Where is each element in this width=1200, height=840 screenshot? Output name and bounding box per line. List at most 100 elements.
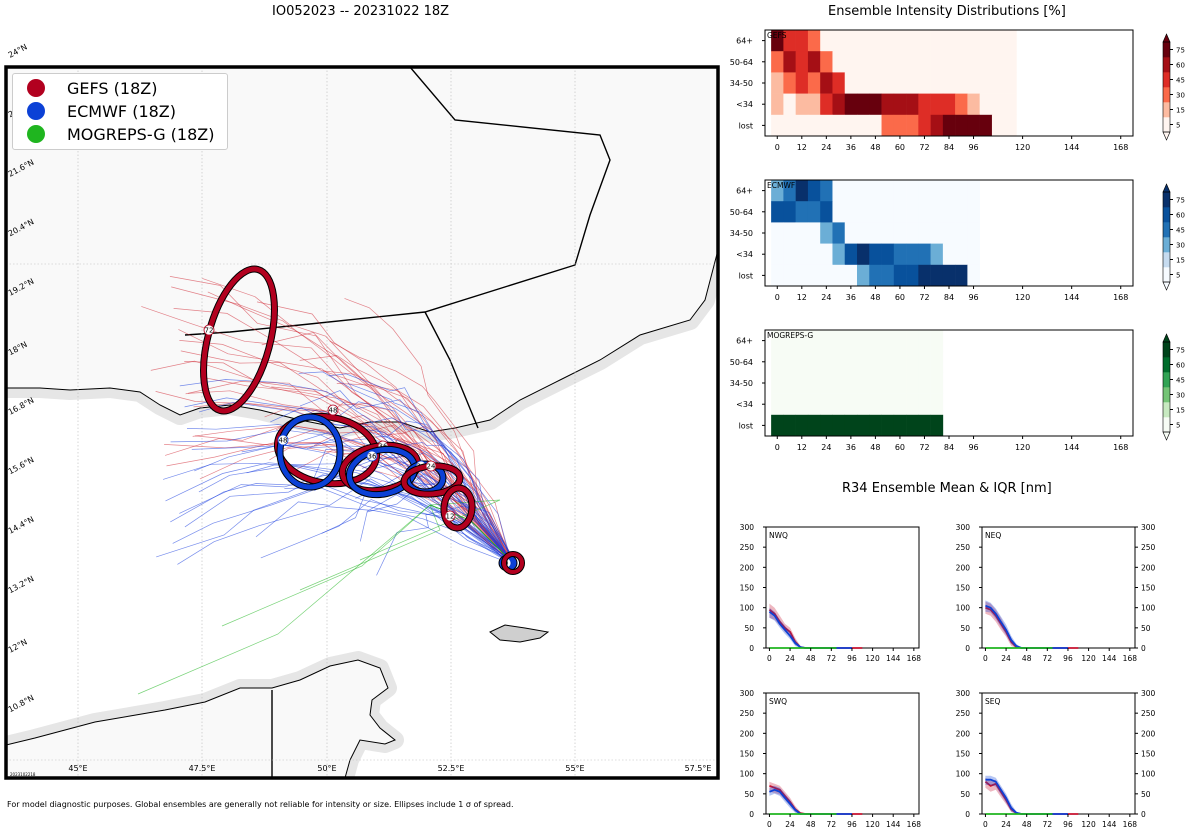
r34-y-label: 50 [1141,624,1151,633]
heatmap-cell [906,180,919,202]
heatmap-cell [832,72,846,94]
ellipse-ring [441,485,475,531]
heatmap-cell [795,222,809,244]
heatmap-cell [795,264,809,287]
heatmap-cell [930,414,944,437]
heatmap-cell [857,393,870,416]
r34-y-label-left: 200 [956,729,971,738]
ecmwf-member-track [165,462,512,566]
r34-x-label: 0 [767,820,772,829]
colorbar-frame [1162,41,1171,133]
heatmap-cell [832,201,846,223]
heatmap-cell [906,351,919,373]
heatmap-cell [795,72,809,94]
r34-quadrant-label: SWQ [769,697,787,706]
heatmap-cell [857,51,870,73]
r34-panel-nwq: NWQ 0 24 48 72 96 120 144 168 0 50 100 150 200 250 300 [740,523,922,663]
colorbar-segment [1163,267,1170,283]
heatmap-cell [906,243,919,266]
heatmap-cell [771,393,784,416]
colorbar-label: 5 [1176,422,1180,430]
footnote: For model diagnostic purposes. Global en… [7,800,514,809]
heatmap-cell [832,414,846,437]
heatmap-x-label: 36 [846,293,856,302]
heatmap-cell [783,201,796,223]
colorbar-max-arrow [1162,33,1171,43]
gefs-member-track [179,340,515,560]
heatmap-cell [795,30,809,52]
heatmap-cell [918,243,931,266]
heatmap-x-label: 168 [1113,143,1128,152]
colorbar-min-arrow [1162,131,1171,141]
heatmap-cell [807,201,821,223]
heatmap-x-label: 144 [1064,293,1079,302]
heatmap-cell [930,93,944,116]
heatmap-row-label: 50-64 [730,58,753,67]
r34-x-label: 48 [806,654,816,663]
heatmap-cell [869,414,882,437]
heatmap-cell [807,264,821,287]
heatmap-cell [1004,72,1017,94]
legend-label: ECMWF (18Z) [67,101,176,121]
heatmap-cell [942,222,956,244]
heatmap-x-label: 12 [797,293,807,302]
r34-x-label: 24 [1001,654,1011,663]
heatmap-cell [783,330,796,352]
ellipse-gefs [338,441,422,495]
heatmap-cell [857,180,870,202]
ellipse-ecmwf [276,413,344,491]
heatmap-row-label: 34-50 [730,229,753,238]
heatmap-cell [930,114,944,137]
heatmap-cell [906,51,919,73]
heatmap-x-label: 24 [821,293,831,302]
r34-x-label: 96 [847,820,857,829]
colorbar-label: 15 [1176,257,1185,265]
heatmap-cell [942,72,956,94]
heatmap-cell [832,51,846,73]
legend-entry: ECMWF (18Z) [27,101,176,121]
colorbar-frame [1162,191,1171,283]
heatmap-gefs: GEFS 64+ 50-64 34-50 <34 lost 0 12 24 36 48 60 72 84 9… [730,29,1185,152]
heatmap-cell [869,72,882,94]
heatmap-cell [844,30,858,52]
heatmap-row-label: lost [739,121,753,130]
heatmap-cell [857,72,870,94]
ellipse-hour-label: 36 [366,450,378,462]
heatmap-cell [979,72,993,94]
heatmap-cell [881,414,895,437]
r34-y-label-left: 150 [956,750,971,759]
heatmap-cell [795,114,809,137]
heatmap-cell [844,243,858,266]
heatmap-cell [857,222,870,244]
r34-title: R34 Ensemble Mean & IQR [nm] [842,481,1052,496]
heatmap-cell [771,180,784,202]
heatmap-cell [967,264,980,287]
heatmap-cell [930,393,944,416]
heatmap-cell [991,30,1005,52]
r34-x-label: 144 [886,654,901,663]
heatmap-cell [955,180,968,202]
ellipse-hour-text: 72 [205,327,214,335]
heatmap-cell [1004,114,1017,137]
heatmap-x-label: 120 [1015,143,1030,152]
heatmap-cell [844,114,858,137]
heatmap-x-label: 60 [895,293,905,302]
heatmap-cell [893,30,907,52]
heatmap-cell [807,180,821,202]
colorbar-segment [1163,417,1170,433]
r34-y-label: 200 [740,729,755,738]
ecmwf-member-track [352,417,512,561]
lon-label: 55°E [565,764,584,773]
colorbar-segment [1163,402,1170,418]
heatmap-cell [820,114,833,137]
colorbar-frame [1162,341,1171,433]
heatmap-cell [783,393,796,416]
heatmap-cell [844,201,858,223]
heatmap-cell [783,114,796,137]
r34-y-label: 200 [740,563,755,572]
country-borders [184,67,611,778]
heatmap-cell [930,264,944,287]
heatmap-cell [906,414,919,437]
